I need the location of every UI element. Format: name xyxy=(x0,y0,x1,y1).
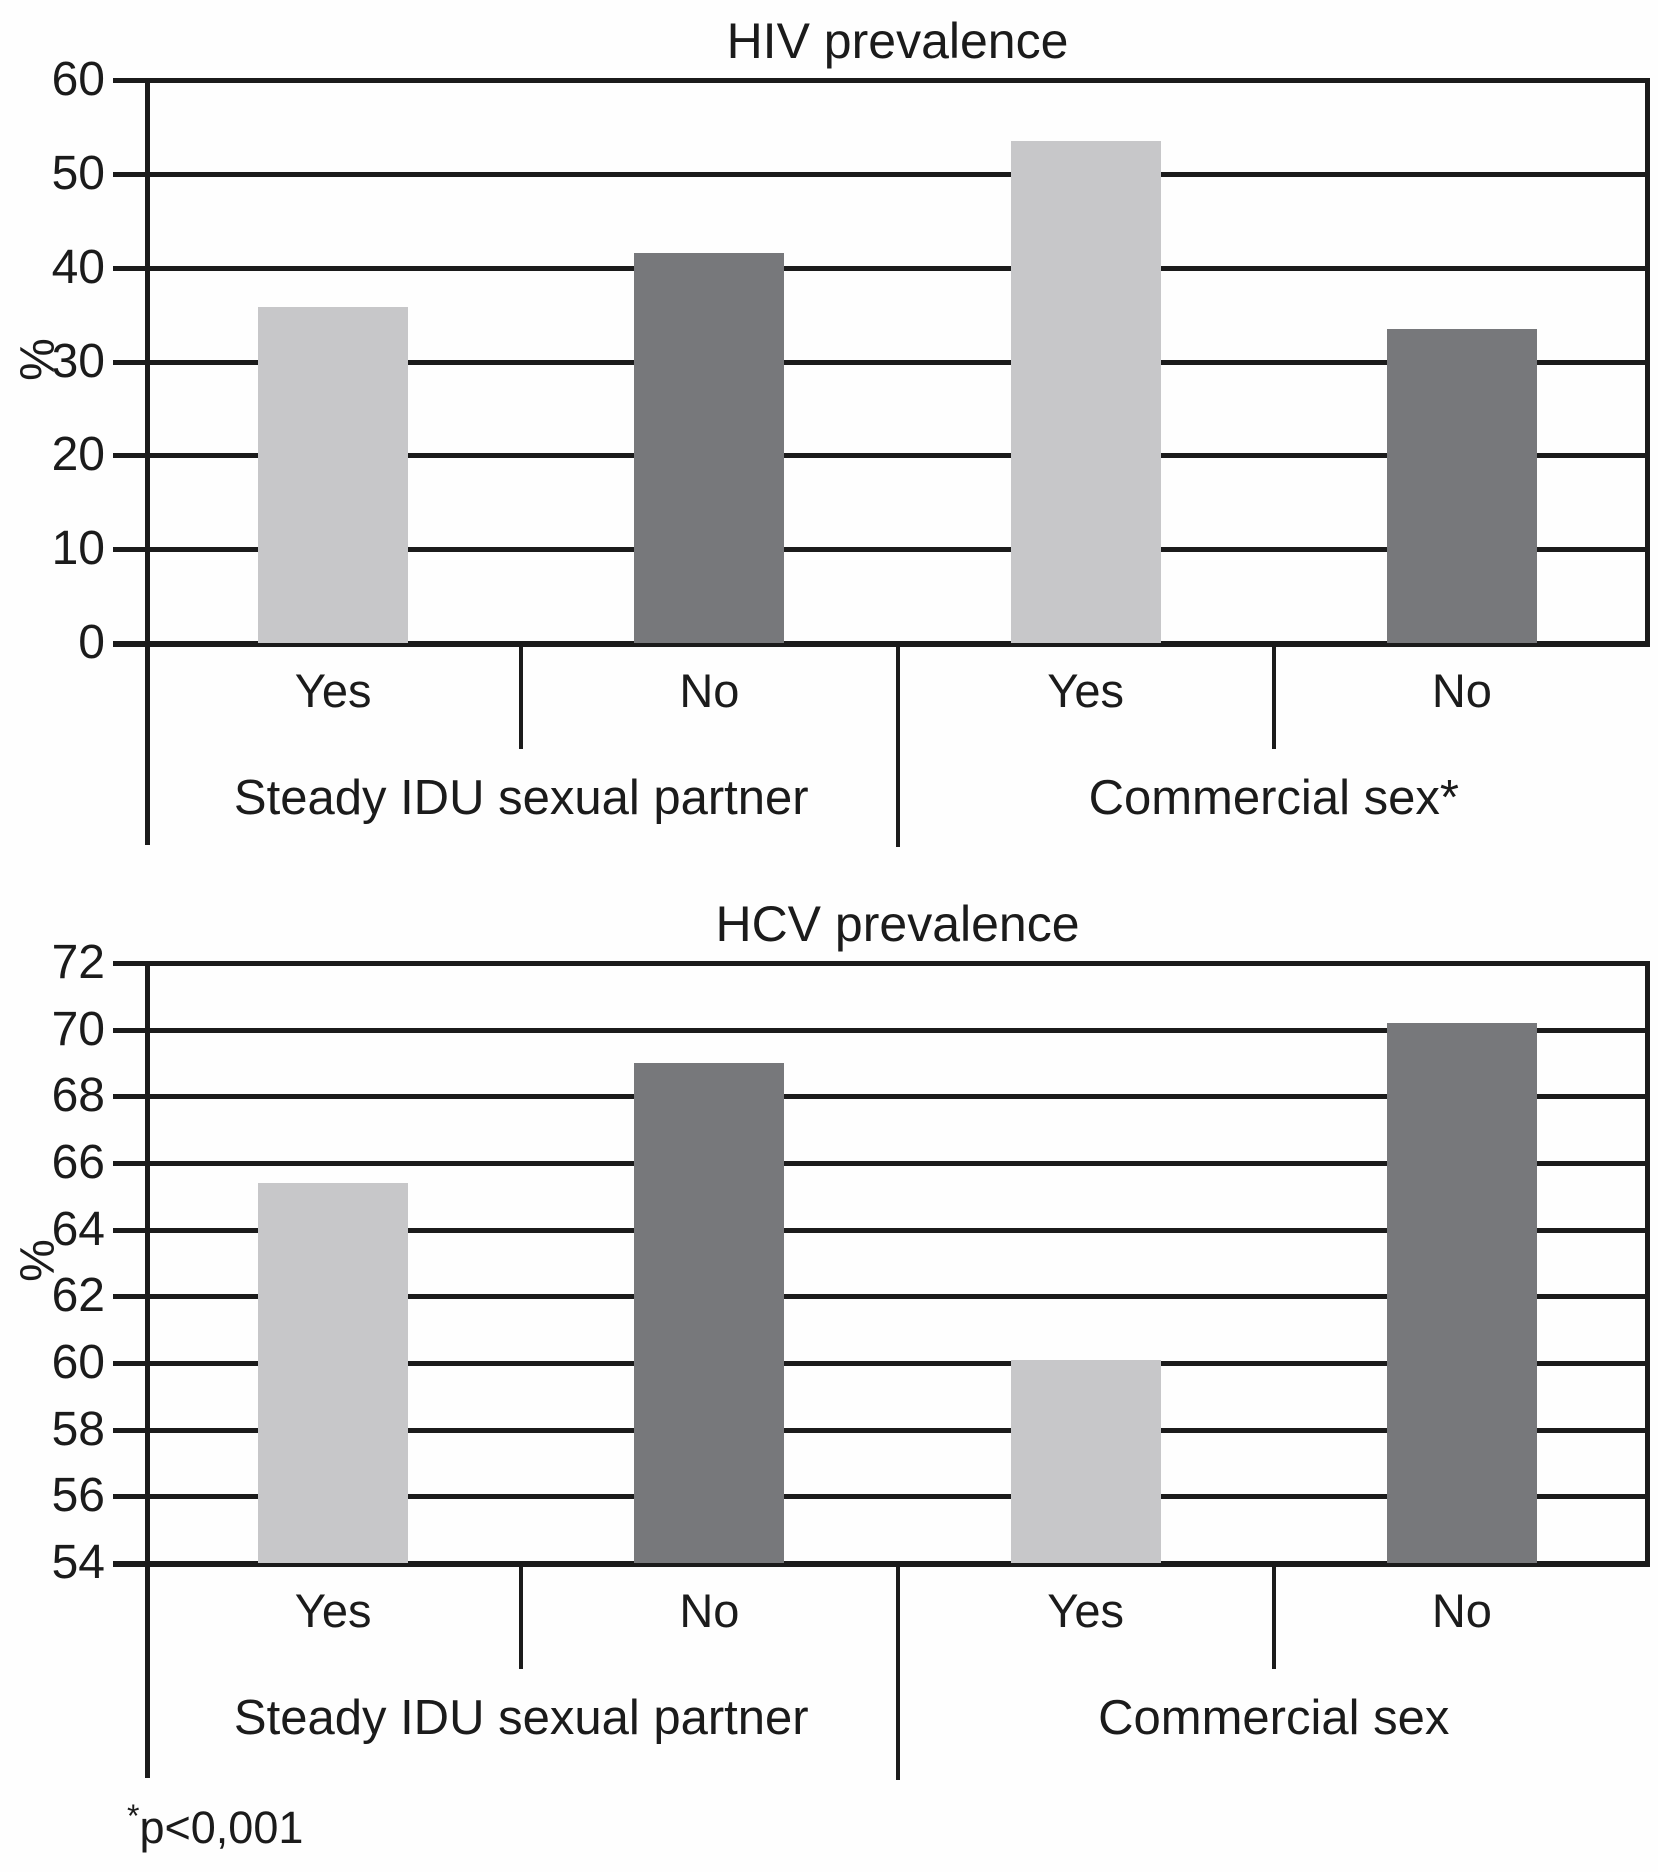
bar-hcv-commercial-yes xyxy=(1010,1359,1161,1563)
gridline-62 xyxy=(113,1294,1650,1300)
y-tick-label-64: 64 xyxy=(51,1202,105,1256)
y-tick-label-50: 50 xyxy=(51,146,105,200)
y-tick-label-30: 30 xyxy=(51,334,105,388)
plot-right-border xyxy=(1645,961,1650,1567)
category-divider-1 xyxy=(1271,645,1276,749)
bar-hcv-steady-yes xyxy=(258,1183,409,1563)
plot-right-border xyxy=(1645,78,1650,647)
chart-title-hiv: HIV prevalence xyxy=(726,13,1069,69)
category-divider-0 xyxy=(519,1565,524,1669)
gridline-56 xyxy=(113,1494,1650,1500)
y-tick-label-72: 72 xyxy=(51,936,105,989)
category-label-1: No xyxy=(679,1584,740,1637)
y-tick-label-20: 20 xyxy=(51,428,105,482)
gridline-40 xyxy=(113,265,1650,271)
y-tick-label-58: 58 xyxy=(51,1402,105,1456)
y-tick-label-60: 60 xyxy=(51,53,105,106)
gridline-70 xyxy=(113,1027,1650,1033)
footnote: *p<0,001 xyxy=(127,1798,304,1854)
gridline-60 xyxy=(113,1361,1650,1366)
group-label-commercial-sex: Commercial sex* xyxy=(1088,771,1459,825)
gridline-54 xyxy=(113,1561,1650,1567)
category-label-2: Yes xyxy=(1047,1584,1124,1637)
chart-title-hcv: HCV prevalence xyxy=(715,896,1080,952)
category-label-1: No xyxy=(679,664,740,717)
category-label-3: No xyxy=(1431,664,1492,717)
category-label-3: No xyxy=(1431,1584,1492,1637)
y-tick-label-0: 0 xyxy=(78,616,105,669)
category-label-0: Yes xyxy=(294,1584,372,1637)
y-tick-label-10: 10 xyxy=(51,522,105,576)
group-label-commercial-sex: Commercial sex xyxy=(1098,1691,1450,1745)
bar-hiv-commercial-yes xyxy=(1010,140,1161,643)
group-label-steady-idu: Steady IDU sexual partner xyxy=(233,1691,809,1745)
category-label-0: Yes xyxy=(294,664,372,717)
group-divider xyxy=(895,1565,900,1780)
y-tick-label-60: 60 xyxy=(51,1336,105,1389)
y-tick-label-56: 56 xyxy=(51,1469,105,1523)
y-tick-label-54: 54 xyxy=(51,1536,105,1589)
bar-hiv-commercial-no xyxy=(1386,328,1537,643)
category-divider-1 xyxy=(1271,1565,1276,1669)
gridline-10 xyxy=(113,547,1650,553)
y-axis-label: % xyxy=(11,1239,65,1282)
y-tick-label-62: 62 xyxy=(51,1269,105,1323)
footnote-text: p<0,001 xyxy=(139,1802,304,1853)
bar-hcv-steady-no xyxy=(634,1063,785,1563)
y-axis-line xyxy=(145,78,150,845)
bar-hiv-steady-no xyxy=(634,252,785,643)
y-tick-label-68: 68 xyxy=(51,1069,105,1123)
gridline-72 xyxy=(113,961,1650,966)
gridline-68 xyxy=(113,1094,1650,1100)
gridline-60 xyxy=(113,78,1650,83)
y-axis-label: % xyxy=(11,337,65,381)
category-label-2: Yes xyxy=(1047,664,1124,717)
gridline-30 xyxy=(113,359,1650,365)
y-tick-label-66: 66 xyxy=(51,1136,105,1189)
gridline-58 xyxy=(113,1427,1650,1433)
category-divider-0 xyxy=(519,645,524,749)
gridline-64 xyxy=(113,1227,1650,1233)
y-tick-label-70: 70 xyxy=(51,1002,105,1056)
gridline-66 xyxy=(113,1161,1650,1166)
footnote-asterisk: * xyxy=(127,1798,140,1834)
gridline-0 xyxy=(113,641,1650,647)
group-divider xyxy=(895,645,900,847)
bar-hcv-commercial-no xyxy=(1386,1023,1537,1563)
gridline-50 xyxy=(113,171,1650,177)
gridline-20 xyxy=(113,453,1650,459)
y-axis-line xyxy=(145,961,150,1778)
y-tick-label-40: 40 xyxy=(51,240,105,294)
bar-hiv-steady-yes xyxy=(258,307,409,643)
group-label-steady-idu: Steady IDU sexual partner xyxy=(233,771,809,825)
